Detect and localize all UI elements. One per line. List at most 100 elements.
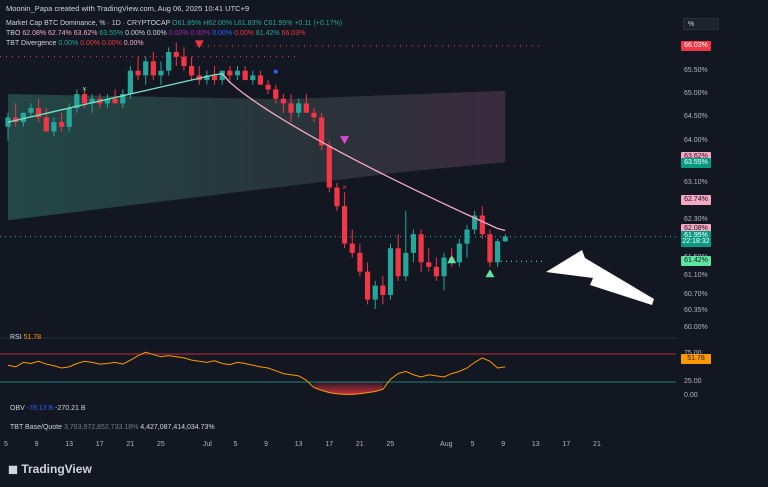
candle-body xyxy=(464,229,470,244)
candle-body xyxy=(380,285,386,295)
tbo-value: 62.74% xyxy=(46,30,72,37)
obv-label: OBV xyxy=(10,405,25,412)
price-tick: 65.00% xyxy=(684,90,708,98)
obv-value-2: -270.21 B xyxy=(55,405,86,412)
time-tick: 25 xyxy=(386,441,395,448)
tradingview-logo[interactable]: ◼ TradingView xyxy=(8,462,92,476)
candle-body xyxy=(135,70,141,76)
price-tick: 65.50% xyxy=(684,66,708,74)
candle-body xyxy=(342,206,348,244)
rsi-label: RSI xyxy=(10,334,22,341)
candle-body xyxy=(349,243,355,253)
tbt-value: 0.00% xyxy=(121,40,144,47)
candle-body xyxy=(36,108,42,118)
candle-body xyxy=(403,252,409,277)
candle-body xyxy=(495,241,501,263)
price-tick: 60.00% xyxy=(684,323,708,331)
candle-body xyxy=(364,271,371,300)
candle-body xyxy=(211,75,218,81)
time-tick: 17 xyxy=(325,441,334,448)
candle-body xyxy=(433,266,439,277)
time-tick: Jul xyxy=(202,441,212,448)
price-badge: 61.42% xyxy=(681,256,711,267)
price-tick: 60.35% xyxy=(684,307,708,315)
price-badge: 66.03% xyxy=(681,40,711,51)
x-marker-red: × xyxy=(342,183,347,192)
time-tick: Aug xyxy=(440,441,453,448)
candle-body xyxy=(5,117,11,127)
tbt-value: 0.00% xyxy=(100,40,122,47)
tbo-value: 62.08% xyxy=(22,30,47,37)
obv-value-1: -78.13 B xyxy=(26,405,54,412)
candle-body xyxy=(158,70,164,76)
obv-legend: OBV -78.13 B -270.21 B xyxy=(10,405,86,412)
candle-body xyxy=(334,187,340,207)
candle-body xyxy=(280,98,286,104)
price-tick: 61.10% xyxy=(684,272,708,280)
candle-body xyxy=(166,52,172,71)
rsi-tick: 25.00 xyxy=(684,378,702,385)
candle-body xyxy=(234,70,241,76)
price-tick: 60.70% xyxy=(684,290,708,298)
tbo-line-pink xyxy=(221,73,506,232)
candle-body xyxy=(288,103,294,113)
candle-body xyxy=(58,122,65,127)
candle-body xyxy=(479,215,485,235)
chart-header: Moonin_Papa created with TradingView.com… xyxy=(6,4,250,13)
time-tick: 17 xyxy=(562,441,571,448)
candle-body xyxy=(418,234,424,263)
tbt-value: 0.00% xyxy=(58,40,79,47)
tbo-value: 63.62% xyxy=(71,30,98,37)
candle-body xyxy=(410,234,417,253)
tbo-value: 0.00% xyxy=(166,30,189,37)
dot-marker xyxy=(273,69,278,74)
time-tick: 13 xyxy=(65,441,73,448)
price-badge: 22:18:32 xyxy=(681,236,711,247)
candle-body xyxy=(189,66,195,76)
candle-body xyxy=(296,103,302,113)
time-tick: 21 xyxy=(355,441,364,448)
symbol-legend: Market Cap BTC Dominance, % · 1D · CRYPT… xyxy=(6,20,342,27)
grid xyxy=(0,45,676,339)
candle-body xyxy=(112,98,118,104)
rsi-pane xyxy=(0,351,676,395)
footer-brand: TradingView xyxy=(21,462,92,476)
tbo-value: 61.42% xyxy=(253,30,280,37)
candle-body xyxy=(441,257,447,277)
candle-body xyxy=(227,70,233,76)
candle-body xyxy=(104,98,111,104)
tbo-value: 0.00% xyxy=(144,30,167,37)
candle-body xyxy=(372,285,378,300)
tbt-values: 0.00% 0.00% 0.00% 0.00% xyxy=(58,40,143,47)
price-tick: 64.50% xyxy=(684,113,708,121)
ohlc-values: O61.85% H62.00% L61.83% C61.95% +0.11 (+… xyxy=(172,20,343,27)
tbt-label: TBT Divergence xyxy=(6,40,57,47)
candle-body xyxy=(426,262,432,267)
candle-body xyxy=(303,103,309,113)
percent-scale-button[interactable]: % xyxy=(683,18,719,30)
price-badge: 63.55% xyxy=(681,157,711,168)
candle-body xyxy=(204,75,210,81)
candle-body xyxy=(127,70,133,95)
rsi-line xyxy=(7,351,506,395)
candle-body xyxy=(28,108,34,113)
buy-triangle xyxy=(485,269,495,278)
buy-triangle xyxy=(447,255,457,264)
tbt-legend: TBT Divergence 0.00% 0.00% 0.00% 0.00% xyxy=(6,40,144,47)
candle-body xyxy=(66,108,72,127)
tv-logo-icon: ◼ xyxy=(8,462,18,476)
x-marker-green: × xyxy=(82,85,87,94)
price-tick: 64.00% xyxy=(684,136,708,144)
time-tick: 5 xyxy=(233,441,238,448)
candle-body xyxy=(357,252,363,272)
candle-body xyxy=(387,248,394,295)
candle-body xyxy=(181,56,187,67)
rsi-tick: 0.00 xyxy=(684,392,698,399)
candle-body xyxy=(219,70,225,81)
time-tick: 5 xyxy=(470,441,475,448)
price-badge: 61.95% xyxy=(681,230,711,241)
candle-body xyxy=(120,94,126,104)
price-badge: 63.62% xyxy=(681,151,711,162)
rsi-badge: 51.78 xyxy=(681,354,711,364)
